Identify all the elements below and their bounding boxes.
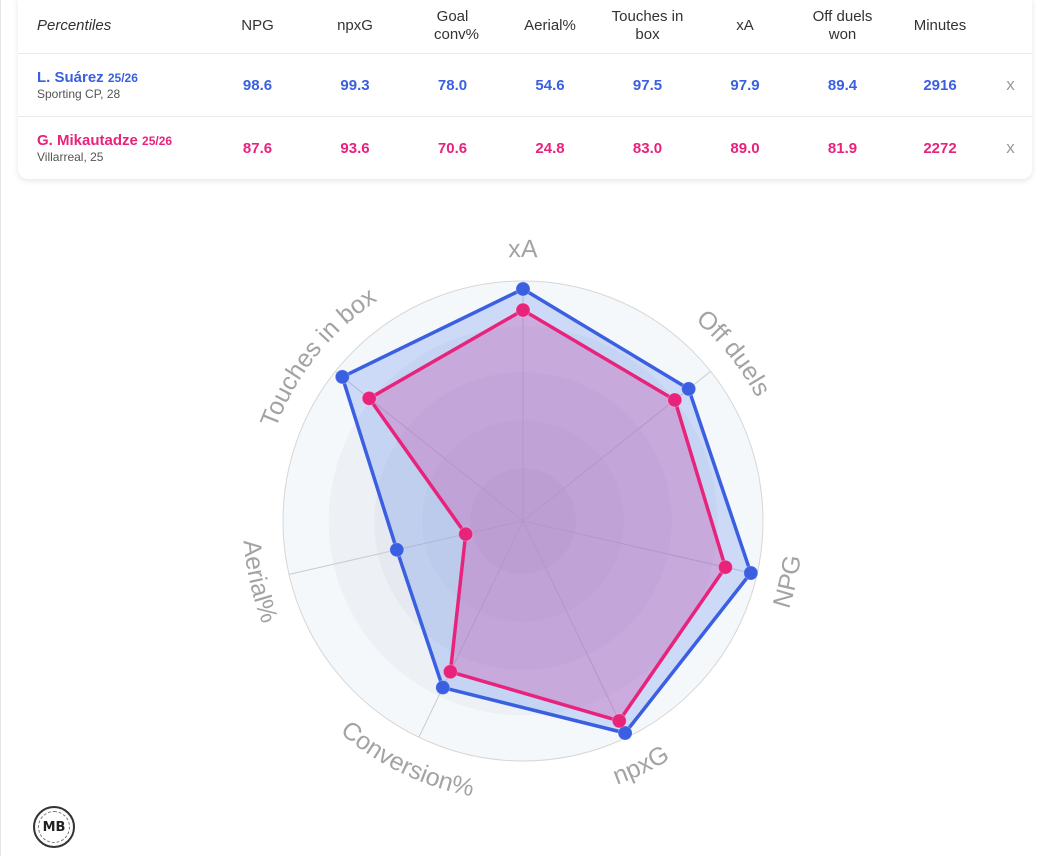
value-xa: 97.9 — [696, 53, 794, 117]
percentiles-table: Percentiles NPG npxG Goal conv% Aerial% … — [18, 0, 1032, 179]
value-npxg: 93.6 — [340, 139, 370, 157]
player-cell: L. Suárez 25/26 Sporting CP, 28 — [18, 53, 209, 117]
radar-axis-label-5: Aerial% — [238, 539, 284, 627]
radar-point-s1-3 — [617, 725, 633, 741]
col-header-goal-conv: Goal conv% — [404, 0, 501, 54]
value-minutes: 2272 — [923, 139, 957, 157]
player-club: Sporting CP, 28 — [37, 87, 121, 101]
radar-spoke-4 — [418, 520, 524, 738]
percentiles-header: Percentiles — [18, 0, 209, 54]
radar-spoke-3 — [522, 520, 628, 738]
player-club: Villarreal, 25 — [37, 150, 104, 164]
radar-point-s2-0 — [515, 302, 531, 318]
percentiles-table-card: Percentiles NPG npxG Goal conv% Aerial% … — [18, 0, 1032, 179]
radar-spoke-5 — [288, 520, 524, 575]
radar-series-1-area — [340, 287, 753, 735]
col-header-touches-in-box: Touches in box — [599, 0, 696, 54]
value-goal-conv: 70.6 — [437, 139, 468, 157]
radar-point-s1-1 — [681, 381, 697, 397]
left-border — [0, 0, 1, 856]
radar-point-s1-0 — [515, 281, 531, 297]
table-header-row: Percentiles NPG npxG Goal conv% Aerial% … — [18, 0, 1032, 54]
value-touches-in-box: 83.0 — [632, 139, 663, 157]
value-goal-conv: 78.0 — [404, 53, 501, 117]
radar-axis-label-3: npxG — [609, 740, 674, 791]
col-header-npg: NPG — [209, 0, 306, 54]
col-header-xa: xA — [696, 0, 794, 54]
radar-point-s1-2 — [743, 565, 759, 581]
radar-point-s1-4 — [435, 680, 451, 696]
radar-spoke-2 — [522, 520, 758, 575]
value-aerial: 24.8 — [535, 139, 565, 157]
value-minutes: 2916 — [891, 53, 989, 117]
value-off-duels-won: 81.9 — [827, 139, 858, 157]
player-season: 25/26 — [107, 71, 138, 85]
value-npg: 98.6 — [209, 53, 306, 117]
col-header-minutes: Minutes — [891, 0, 989, 54]
radar-point-s2-3 — [611, 713, 627, 729]
player-cell: G. Mikautadze 25/26 Villarreal, 25 — [18, 117, 209, 180]
table-row: L. Suárez 25/26 Sporting CP, 28 98.6 99.… — [18, 53, 1032, 117]
radar-point-s1-5 — [389, 542, 405, 558]
value-touches-in-box: 97.5 — [599, 53, 696, 117]
value-npxg: 99.3 — [306, 53, 404, 117]
radar-series-2-area — [367, 308, 728, 723]
col-header-remove — [989, 0, 1032, 54]
col-header-npxg: npxG — [306, 0, 404, 54]
remove-player-button[interactable]: x — [989, 53, 1032, 117]
radar-point-s2-6 — [361, 390, 377, 406]
mb-logo: MB — [33, 806, 75, 848]
remove-player-button[interactable]: x — [1006, 138, 1015, 157]
radar-axis-label-0: xA — [508, 235, 539, 263]
player-name[interactable]: G. Mikautadze — [37, 132, 138, 149]
value-aerial: 54.6 — [501, 53, 599, 117]
radar-axis-label-2: NPG — [768, 553, 807, 611]
player-season: 25/26 — [142, 134, 173, 148]
player-name[interactable]: L. Suárez — [37, 69, 104, 86]
table-row: G. Mikautadze 25/26 Villarreal, 25 87.6 … — [18, 117, 1032, 180]
radar-point-s1-6 — [334, 369, 350, 385]
radar-point-s2-5 — [458, 526, 474, 542]
radar-point-s2-1 — [667, 392, 683, 408]
col-header-off-duels-won: Off duels won — [794, 0, 891, 54]
radar-point-s2-2 — [717, 559, 733, 575]
value-npg: 87.6 — [242, 139, 273, 157]
col-header-aerial: Aerial% — [501, 0, 599, 54]
logo-text: MB — [42, 819, 66, 835]
radar-point-s2-4 — [442, 664, 458, 680]
value-xa: 89.0 — [730, 139, 760, 157]
value-off-duels-won: 89.4 — [794, 53, 891, 117]
